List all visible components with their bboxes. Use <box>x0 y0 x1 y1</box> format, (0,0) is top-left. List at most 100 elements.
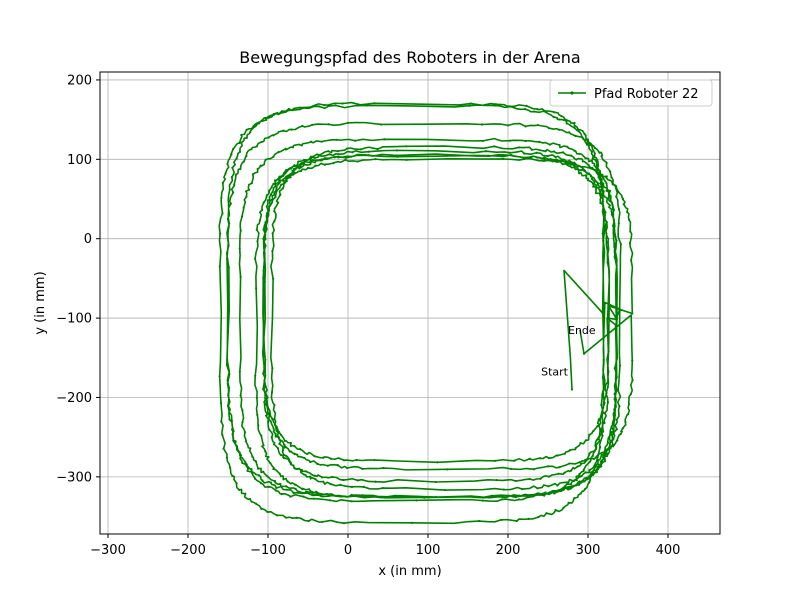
series-point <box>374 480 377 483</box>
series-point <box>541 493 544 497</box>
series-point <box>582 137 585 140</box>
series-point <box>229 202 232 205</box>
series-point <box>596 425 599 428</box>
y-tick-label: −300 <box>56 470 92 485</box>
series-point <box>547 457 551 460</box>
series-point <box>262 444 265 447</box>
series-point <box>486 154 490 157</box>
series-point <box>581 479 584 483</box>
series-point <box>228 418 231 421</box>
series-point <box>607 350 610 353</box>
series-point <box>271 232 274 235</box>
series-point <box>257 467 260 470</box>
series-point <box>271 249 274 253</box>
series-point <box>362 485 365 489</box>
series-point <box>615 264 618 267</box>
series-point <box>600 195 604 198</box>
series-point <box>327 123 330 126</box>
series-point <box>294 483 297 486</box>
series-point <box>608 189 612 192</box>
series-point <box>601 192 604 196</box>
series-point <box>606 366 609 369</box>
series-point <box>366 104 369 107</box>
series-point <box>584 471 587 474</box>
series-point <box>577 152 581 155</box>
series-point <box>230 153 233 156</box>
series-point <box>285 455 288 458</box>
series-point <box>517 498 521 501</box>
series-point <box>231 474 234 478</box>
series-point <box>604 211 607 214</box>
series-point <box>296 453 299 456</box>
series-point <box>499 518 502 522</box>
series-point <box>611 224 615 227</box>
series-point <box>266 475 269 478</box>
series-point <box>254 125 257 128</box>
series-point <box>593 164 596 167</box>
series-point <box>303 456 306 460</box>
series-point <box>311 123 314 126</box>
series-point <box>604 383 607 387</box>
series-point <box>613 367 616 370</box>
series-point <box>309 475 312 478</box>
series-point <box>599 193 602 196</box>
x-tick-label: 300 <box>576 543 601 558</box>
series-point <box>556 454 559 457</box>
series-point <box>265 194 268 197</box>
series-point <box>272 113 275 116</box>
series-point <box>257 474 261 477</box>
series-point <box>279 454 283 457</box>
series-point <box>589 167 592 170</box>
series-point <box>294 487 297 490</box>
series-point <box>602 411 605 414</box>
series-point <box>270 391 274 394</box>
series-point <box>336 150 339 153</box>
series-point <box>615 368 618 372</box>
series-point <box>262 269 265 272</box>
series-point <box>568 462 571 465</box>
series-point <box>292 464 295 467</box>
series-point <box>537 515 540 519</box>
series-point <box>613 255 616 258</box>
series-point <box>283 456 286 460</box>
series-point <box>628 241 632 245</box>
series-point <box>279 433 283 436</box>
series-point <box>552 115 555 119</box>
series-point <box>339 495 342 498</box>
series-point <box>611 212 614 215</box>
series-point <box>257 122 261 125</box>
series-point <box>598 151 601 154</box>
series-point <box>278 181 281 184</box>
series-point <box>261 349 265 352</box>
series-point <box>602 403 605 406</box>
series-point <box>260 507 263 510</box>
series-point <box>241 215 244 218</box>
series-point <box>619 243 622 246</box>
series-point <box>524 108 527 111</box>
series-point <box>615 316 618 319</box>
series-point <box>405 158 408 161</box>
series-point <box>255 287 258 290</box>
series-point <box>293 164 296 167</box>
series-point <box>443 488 447 492</box>
series-point <box>346 121 350 124</box>
series-point <box>590 177 594 181</box>
series-point <box>227 405 230 408</box>
series-point <box>567 131 571 134</box>
series-point <box>592 184 595 188</box>
series-point <box>317 105 321 108</box>
series-point <box>303 492 306 495</box>
series-point <box>225 456 229 459</box>
series-point <box>494 103 498 106</box>
series-point <box>295 516 298 519</box>
series-point <box>524 125 527 128</box>
series-point <box>586 477 589 480</box>
series-point <box>376 147 379 151</box>
series-point <box>247 188 251 191</box>
series-point <box>605 189 608 192</box>
series-point <box>588 433 591 436</box>
series-point <box>528 477 531 481</box>
series-point <box>574 165 577 168</box>
series-point <box>573 149 576 152</box>
